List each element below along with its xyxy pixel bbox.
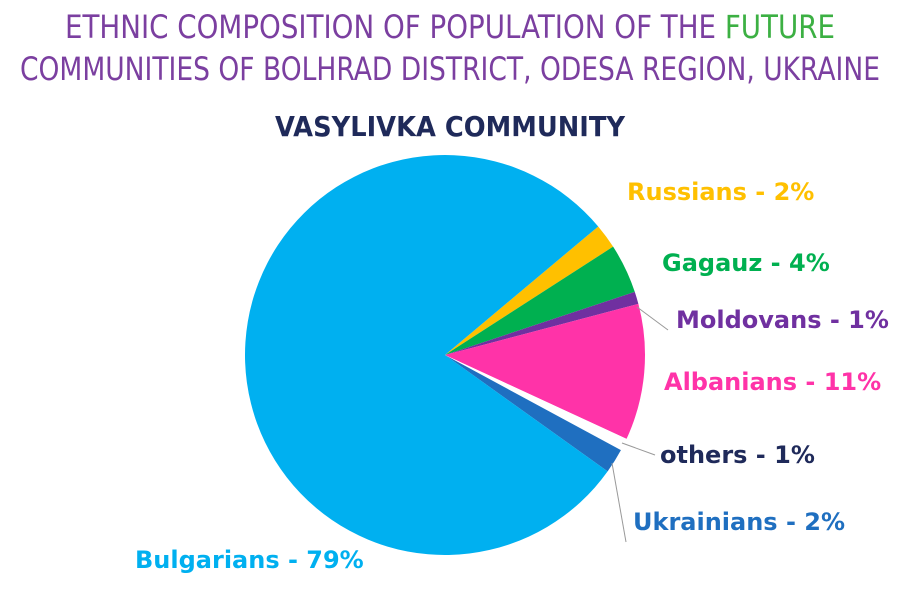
data-label: Albanians - 11% <box>664 368 881 396</box>
title-part: FUTURE <box>725 8 835 46</box>
data-label: Bulgarians - 79% <box>135 546 364 574</box>
pie-slice <box>244 155 608 556</box>
leader-line <box>621 442 656 456</box>
chart-subtitle: VASYLIVKA COMMUNITY <box>275 110 626 143</box>
pie-slice <box>445 355 621 472</box>
pie-slice <box>445 355 627 451</box>
pie-slice <box>445 226 614 355</box>
title-part: COMMUNITIES OF BOLHRAD DISTRICT, ODESA R… <box>20 50 880 88</box>
pie-slice <box>445 303 645 439</box>
data-label: others - 1% <box>660 441 815 469</box>
data-label: Ukrainians - 2% <box>633 508 845 536</box>
leader-line <box>611 462 627 543</box>
pie-slice <box>445 291 639 355</box>
data-label: Russians - 2% <box>627 178 814 206</box>
data-label: Gagauz - 4% <box>662 249 830 277</box>
leader-line <box>636 306 669 331</box>
pie-slice <box>445 246 635 355</box>
title-part: ETHNIC COMPOSITION OF POPULATION OF THE <box>65 8 716 46</box>
pie <box>244 155 645 556</box>
chart-title: ETHNIC COMPOSITION OF POPULATION OF THE … <box>65 8 835 46</box>
data-label: Moldovans - 1% <box>676 306 889 334</box>
